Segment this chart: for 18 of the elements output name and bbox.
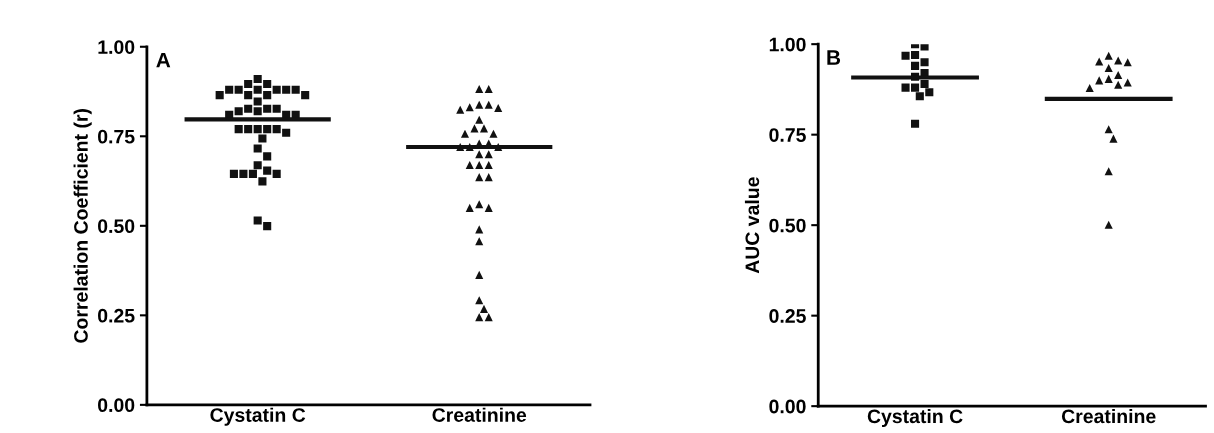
x-tick-label: Cystatin C [867,408,963,428]
y-tick-label: 0.75 [98,129,135,144]
y-tick-label: 0.75 [769,128,806,142]
y-tick-label: 0.00 [769,399,806,414]
x-tick-label: Creatinine [432,407,527,422]
y-tick-label: 0.50 [98,219,135,234]
y-tick-label: 0.25 [769,309,806,323]
y-tick-label: 1.00 [769,37,806,52]
y-tick-label: 1.00 [98,40,135,54]
y-axis-title: AUC value [744,177,760,274]
chart-title: B [827,50,841,65]
y-tick-label: 0.00 [98,398,135,413]
y-tick-label: 0.50 [769,218,806,233]
x-tick-label: Creatinine [1061,408,1156,424]
x-tick-label: Cystatin C [210,407,306,426]
y-tick-label: 0.25 [98,308,135,323]
y-axis-title: Correlation Coefficient (r) [73,109,92,343]
chart-title: A [156,52,171,68]
